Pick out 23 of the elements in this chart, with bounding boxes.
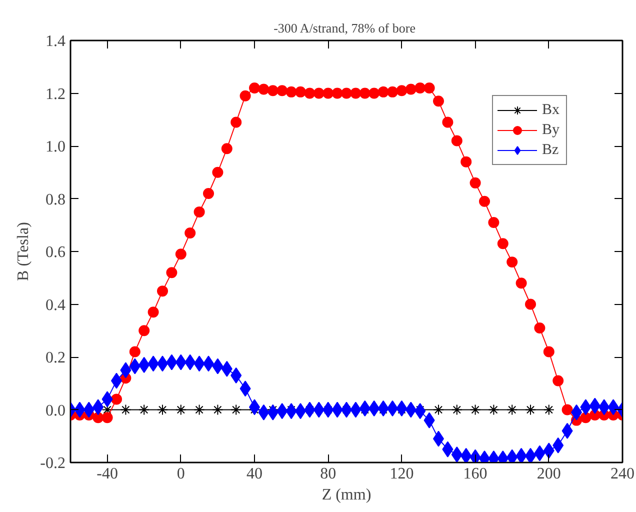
y-tick-label: 1.4: [46, 33, 66, 50]
y-tick-label: 1.0: [46, 138, 66, 156]
y-tick-label: 0.6: [46, 244, 66, 261]
x-tick-label: 160: [463, 466, 488, 482]
y-tick-label: 0.2: [46, 350, 66, 366]
x-tick-label: 80: [320, 466, 336, 482]
x-tick-label: 200: [536, 466, 561, 482]
y-tick-label: 1.2: [46, 86, 66, 103]
y-tick-label: 0.8: [46, 191, 66, 208]
x-tick-label: 40: [246, 466, 262, 482]
y-axis-title: B (Tesla): [15, 222, 32, 281]
y-tick-label: -0.2: [40, 455, 66, 472]
x-axis-title: Z (mm): [322, 486, 372, 504]
x-tick-label: 240: [610, 466, 634, 482]
x-tick-label: 0: [176, 466, 185, 482]
y-tick-label: 0.0: [46, 402, 66, 420]
chart-title: -300 A/strand, 78% of bore: [274, 20, 416, 36]
x-tick-label: 120: [390, 466, 414, 482]
y-tick-label: 0.4: [46, 296, 66, 314]
legend-label: Bx: [542, 102, 561, 118]
legend-label: Bz: [542, 142, 560, 158]
legend-label: By: [542, 122, 561, 138]
x-tick-label: -40: [96, 466, 118, 482]
